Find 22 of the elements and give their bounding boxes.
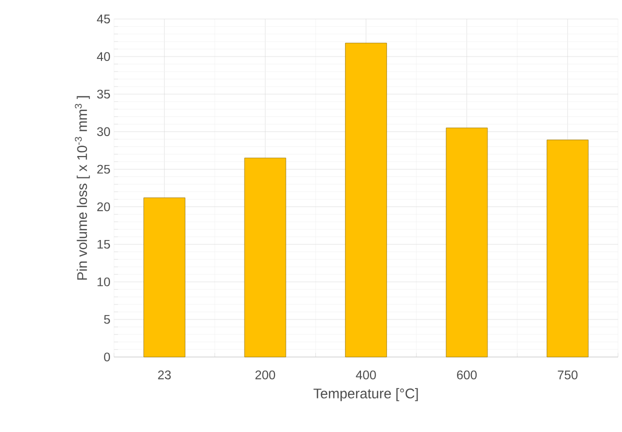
y-tick-label: 45	[96, 14, 110, 24]
y-tick-label: 15	[98, 240, 110, 249]
bar	[446, 128, 488, 358]
y-tick-label: 10	[98, 277, 110, 286]
y-tick-label: 30	[97, 127, 110, 136]
x-tick-label: 750	[558, 370, 578, 380]
bar	[345, 42, 387, 358]
x-tick-label: 600	[457, 370, 477, 380]
bar	[144, 198, 186, 358]
y-tick-label: 0	[104, 352, 110, 362]
x-tick-label: 200	[255, 370, 276, 380]
y-axis-title: Pin volume loss [ x 10$^{-3}$ mm$^{3}$ ]	[74, 96, 90, 280]
bar	[546, 140, 588, 358]
x-tick-label: 400	[356, 370, 376, 380]
y-tick-label: 20	[97, 202, 110, 212]
bar	[244, 158, 286, 358]
y-tick-label: 40	[96, 52, 110, 61]
y-tick-label: 5	[104, 315, 110, 324]
x-tick-label: 23	[158, 370, 171, 380]
y-tick-label: 25	[97, 164, 110, 174]
y-tick-label: 35	[97, 90, 110, 99]
x-axis-title: Temperature [°C]	[314, 388, 418, 402]
